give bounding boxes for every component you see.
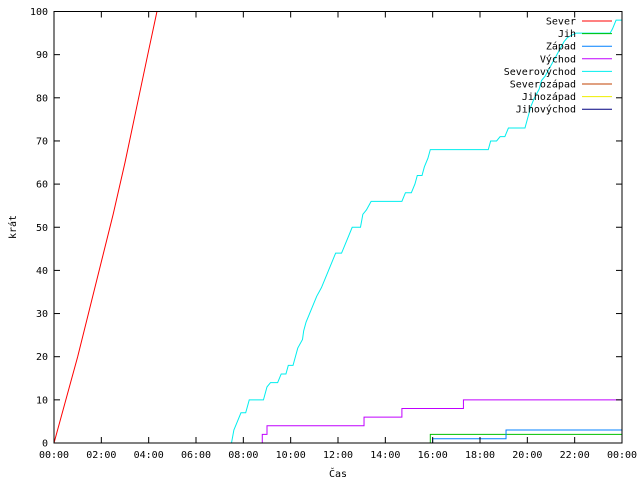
- x-tick-label: 06:00: [181, 450, 211, 461]
- series-line-3: [54, 429, 622, 443]
- legend-label: Východ: [540, 53, 576, 65]
- legend: SeverJihZápadVýchodSeverovýchodSeverozáp…: [504, 17, 612, 116]
- legend-label: Jihovýchod: [516, 104, 576, 116]
- x-tick-label: 18:00: [465, 450, 495, 461]
- y-tick-label: 0: [42, 439, 48, 450]
- y-tick-label: 50: [36, 223, 48, 234]
- x-tick-label: 12:00: [323, 450, 353, 461]
- y-axis-label: krát: [7, 215, 19, 239]
- y-tick-label: 90: [36, 50, 48, 61]
- y-tick-label: 80: [36, 93, 48, 104]
- x-tick-label: 04:00: [134, 450, 164, 461]
- legend-label: Severozápad: [510, 79, 576, 91]
- ticks-layer: 0 10 20 30 40 50 60 70 80 90 100 00:00 02:00 04:00 06:…: [30, 7, 637, 461]
- y-tick-label: 40: [36, 266, 48, 277]
- series-line-4: [54, 399, 622, 443]
- x-tick-label: 00:00: [39, 450, 69, 461]
- legend-label: Jihozápad: [522, 91, 576, 103]
- x-tick-label: 02:00: [86, 450, 116, 461]
- y-tick-label: 30: [36, 309, 48, 320]
- x-axis-label: Čas: [329, 467, 347, 480]
- x-tick-label: 22:00: [560, 450, 590, 461]
- x-tick-label: 10:00: [276, 450, 306, 461]
- x-tick-label: 08:00: [228, 450, 258, 461]
- y-tick-label: 60: [36, 180, 48, 191]
- y-tick-label: 20: [36, 352, 48, 363]
- series-line-1: [54, 11, 158, 443]
- legend-label: Severovýchod: [504, 66, 576, 78]
- x-tick-label: 14:00: [370, 450, 400, 461]
- x-tick-label: 16:00: [418, 450, 448, 461]
- y-tick-label: 100: [30, 7, 48, 18]
- series-line-2: [54, 433, 622, 443]
- x-tick-label: 20:00: [512, 450, 542, 461]
- x-tick-label: 00:00: [607, 450, 637, 461]
- y-tick-label: 70: [36, 136, 48, 147]
- legend-label: Jih: [558, 29, 576, 40]
- legend-label: Sever: [546, 17, 576, 28]
- legend-label: Západ: [546, 41, 576, 53]
- series-line-5: [54, 19, 622, 443]
- y-tick-label: 10: [36, 395, 48, 406]
- series-layer: [54, 11, 622, 443]
